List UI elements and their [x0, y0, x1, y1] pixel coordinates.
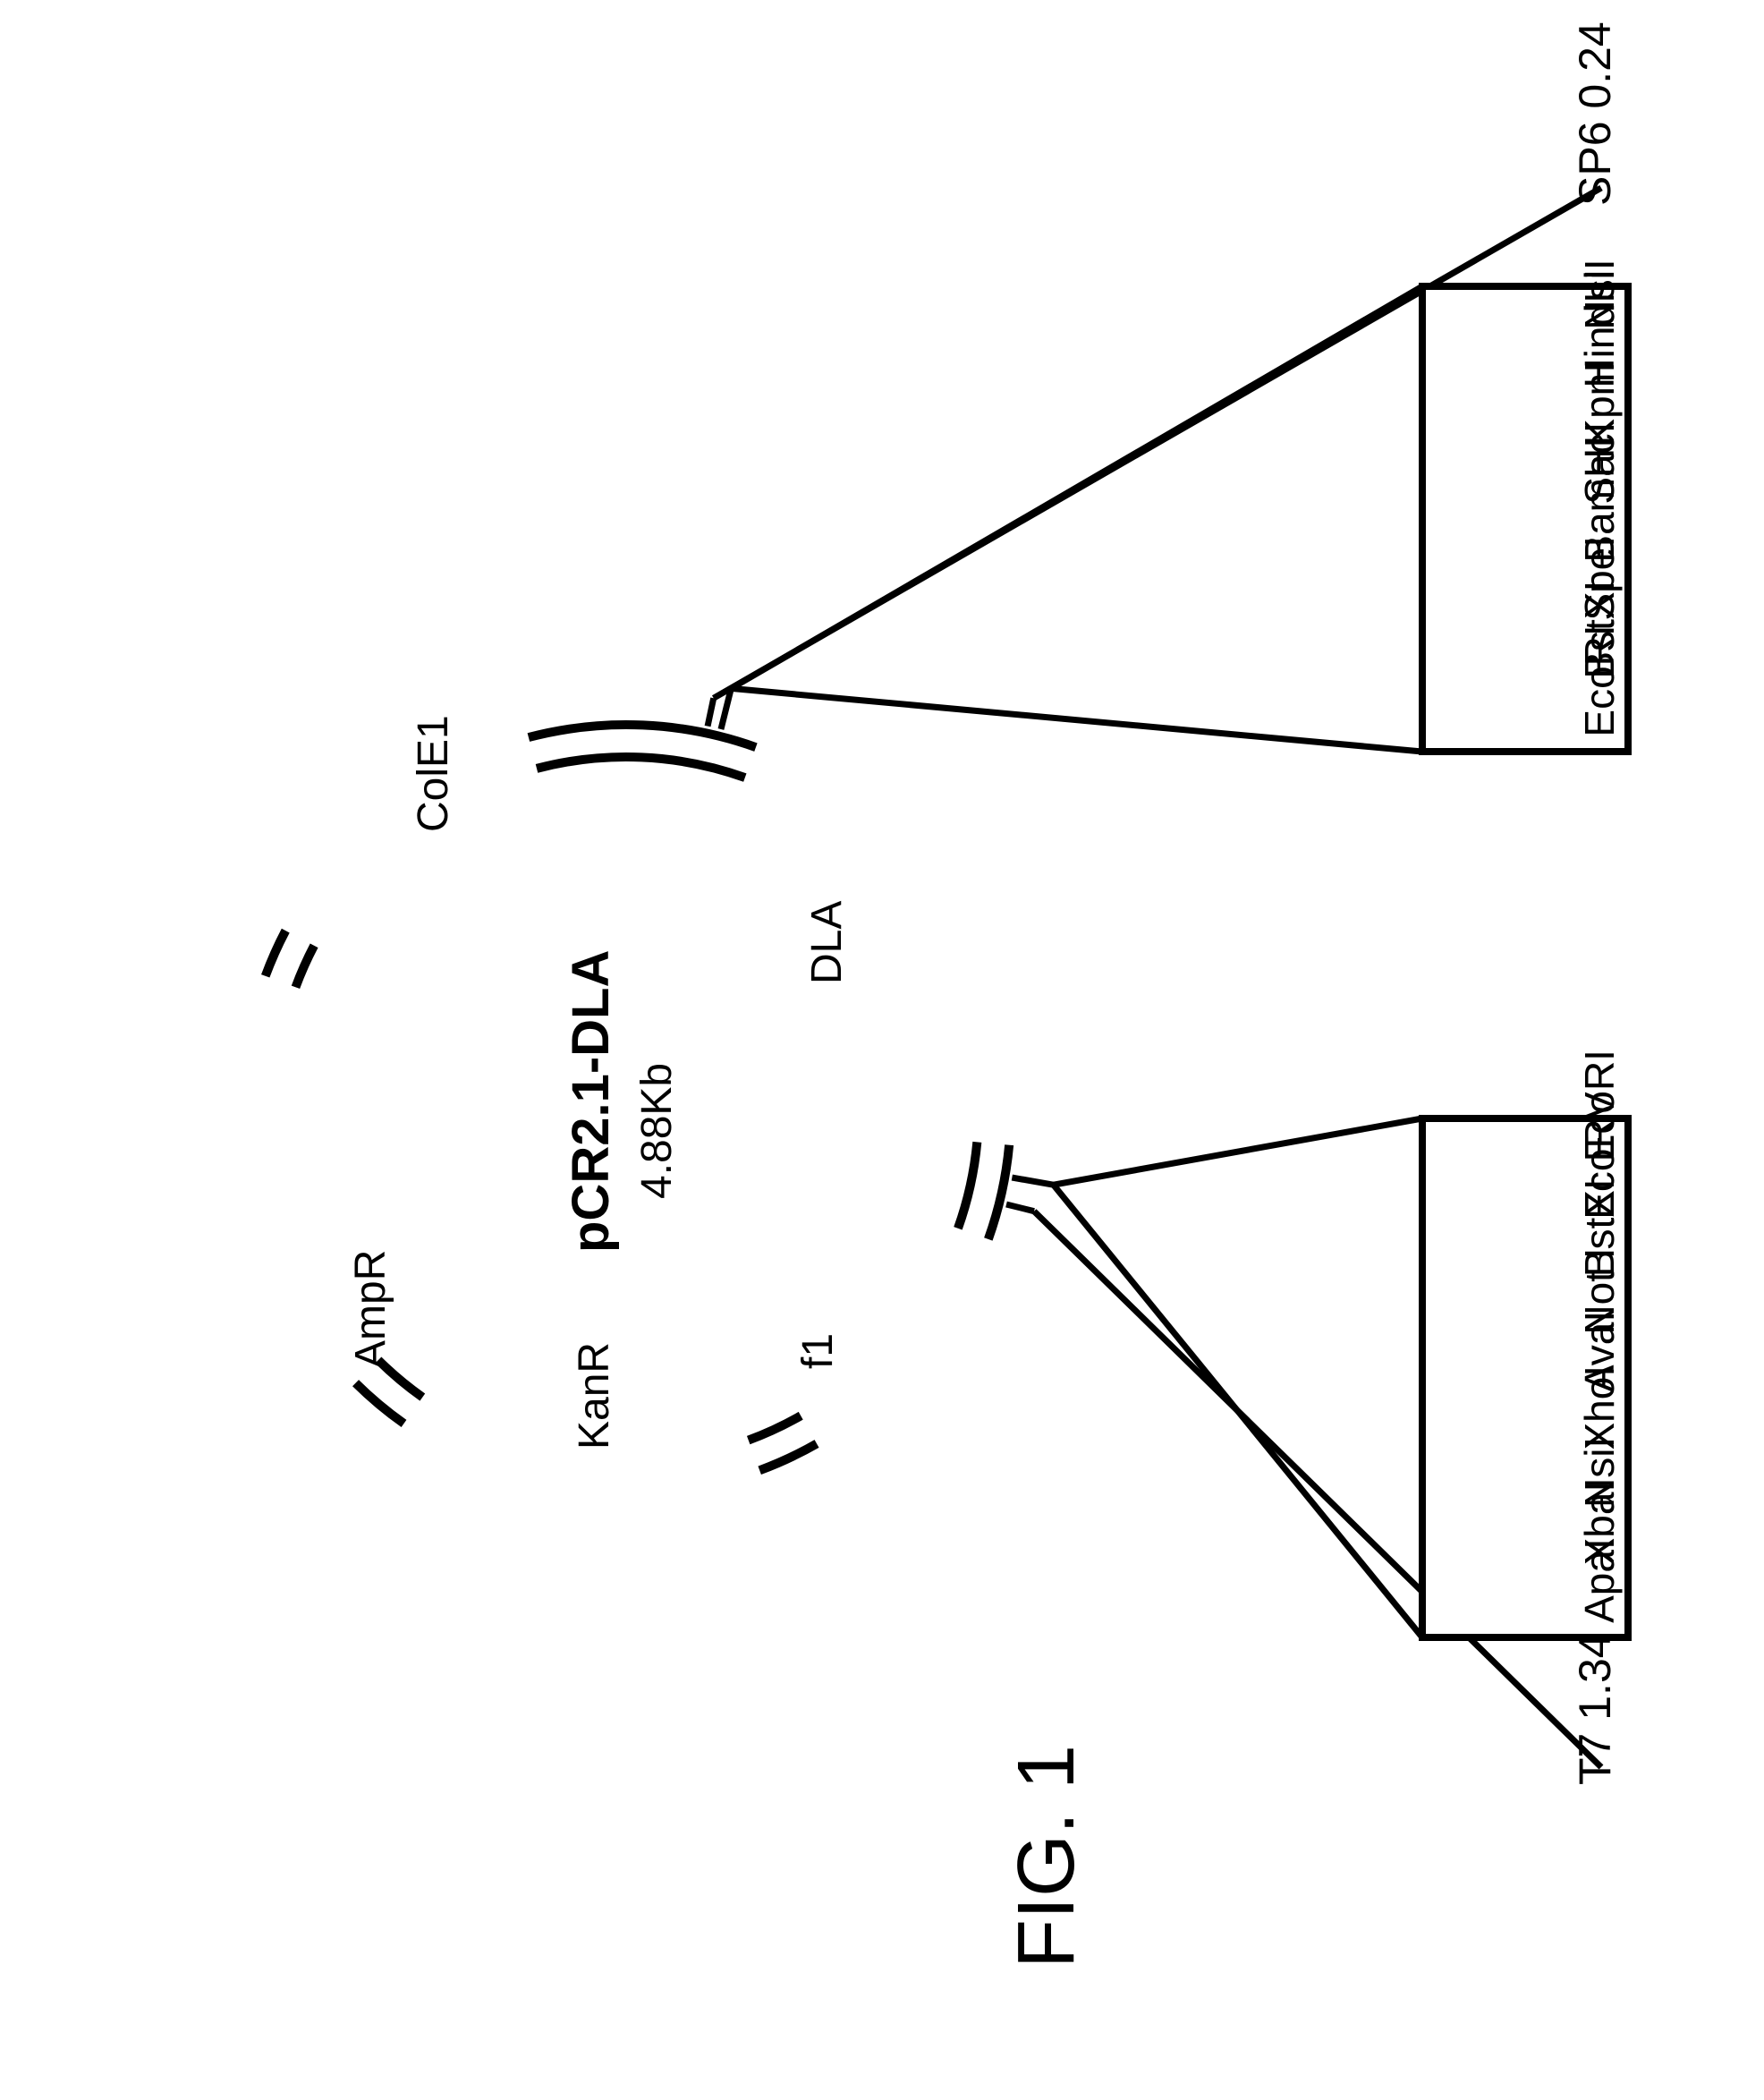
t7-tick [1006, 1204, 1034, 1212]
feature-f1: f1 [794, 1333, 842, 1369]
feature-label-dla: DLA [803, 901, 851, 984]
mcs-bottom-item: ApaI [1576, 1538, 1623, 1623]
feature-dla: DLA [803, 901, 851, 984]
plasmid-size: 4.88Kb [633, 1063, 681, 1199]
mcs-top: NsiIHindIIIKpnISacIBamHISpeIBstXIEcoRI [721, 259, 1628, 752]
mcs-top-item: EcoRI [1576, 625, 1623, 736]
feature-label-kanr: KanR [571, 1342, 618, 1450]
feature-label-f1: f1 [794, 1333, 842, 1369]
sp6-tick [708, 698, 714, 726]
mcs-bottom: EcoRIEcoRVBstXINot IAvaIXhoINsiIXbaIApaI [1012, 1050, 1628, 1637]
plasmid-name: pCR2.1-DLA [562, 950, 620, 1253]
feature-kanr: KanR [571, 1342, 618, 1450]
feature-cole1: ColE1 [410, 715, 457, 832]
feature-label-ampr: AmpR [347, 1250, 394, 1369]
feature-label-cole1: ColE1 [410, 715, 457, 832]
t7-label: T7 1.34 [1570, 1633, 1620, 1785]
figure-label: FIG. 1 [1002, 1745, 1091, 1968]
sp6-label: SP6 0.24 [1570, 21, 1620, 206]
feature-ampr: AmpR [347, 1250, 394, 1369]
